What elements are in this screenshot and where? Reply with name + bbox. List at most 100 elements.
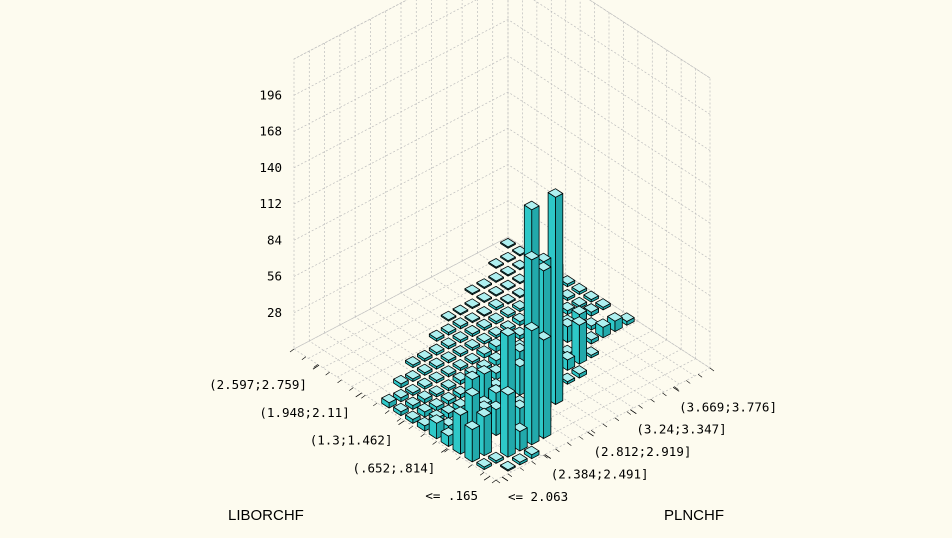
- bar: [428, 329, 445, 342]
- z-tick-label: 168: [259, 124, 282, 139]
- bar-top: [428, 343, 445, 354]
- bar-top: [452, 317, 469, 327]
- bars: [381, 188, 635, 472]
- bar-top: [476, 365, 492, 375]
- bar: [428, 371, 445, 384]
- bar-top: [428, 371, 445, 381]
- y-minor-tick: [432, 441, 437, 445]
- bar: [488, 271, 504, 283]
- bar-top: [512, 453, 528, 463]
- x-minor-tick: [614, 417, 620, 422]
- bar: [476, 306, 493, 317]
- back-wall-right: [507, 0, 711, 369]
- x-tick-mark: [672, 386, 680, 392]
- x-minor-tick: [602, 423, 608, 428]
- bar-top: [595, 318, 611, 328]
- y-minor-tick: [479, 472, 485, 476]
- bar-top: [464, 338, 481, 349]
- bar: [464, 284, 481, 296]
- y-tick-mark: [312, 364, 320, 370]
- bar-top: [428, 357, 445, 368]
- bar-face-right: [483, 412, 492, 457]
- x-tick-label: (2.812;2.919]: [594, 444, 692, 459]
- bar: [464, 298, 481, 310]
- grid-walls: [293, 0, 711, 369]
- bar: [500, 279, 516, 291]
- bar: [476, 332, 492, 345]
- bar: [440, 391, 457, 406]
- bar: [416, 363, 433, 376]
- bar-top: [452, 345, 469, 355]
- bar: [452, 358, 469, 372]
- wall-gridline: [293, 91, 509, 205]
- bar: [416, 349, 433, 362]
- bar: [428, 357, 445, 370]
- bar: [583, 290, 599, 303]
- bar-top: [500, 320, 516, 330]
- bar-top: [500, 327, 516, 337]
- bar: [405, 396, 421, 410]
- bar: [500, 237, 516, 249]
- bar-top: [464, 370, 481, 381]
- bar: [440, 337, 457, 350]
- bar-top: [428, 385, 445, 395]
- z-tick-label: 196: [259, 87, 282, 102]
- bar-top: [583, 290, 599, 301]
- wall-gridline: [293, 0, 408, 60]
- z-tick-label: 56: [267, 269, 282, 284]
- y-minor-tick: [396, 418, 402, 422]
- bar: [393, 374, 409, 389]
- y-minor-tick: [456, 456, 461, 461]
- x-minor-tick: [519, 467, 524, 471]
- bar: [440, 351, 457, 364]
- x-tick-label: (3.24;3.347]: [636, 422, 726, 437]
- bar-top: [500, 293, 516, 304]
- bar-top: [523, 200, 540, 211]
- x-minor-tick: [674, 386, 679, 390]
- bar-top: [440, 323, 457, 333]
- bar-top: [488, 271, 504, 282]
- bar: [500, 306, 516, 319]
- bar-top: [393, 402, 409, 413]
- bar-top: [452, 406, 469, 416]
- y-tick-label: (1.948;2.11]: [259, 405, 349, 420]
- wall-gridline: [507, 127, 711, 260]
- back-wall-left: [293, 0, 509, 350]
- bar-top: [488, 451, 504, 462]
- bar-top: [476, 318, 493, 329]
- bar-top: [476, 292, 493, 302]
- bar: [500, 385, 516, 458]
- bar-top: [488, 258, 504, 268]
- bar-top: [405, 383, 421, 394]
- bar-top: [440, 337, 457, 347]
- wall-gridline: [293, 0, 477, 96]
- bar: [595, 318, 611, 339]
- y-tick-mark: [483, 475, 491, 481]
- x-tick-label: <= 2.063: [508, 489, 568, 504]
- bar: [428, 343, 445, 356]
- bar: [500, 265, 516, 277]
- bar-top: [464, 387, 481, 397]
- bar: [464, 420, 481, 463]
- bar: [571, 365, 587, 379]
- bar-face-right: [543, 335, 552, 439]
- bar-top: [500, 279, 516, 290]
- bar: [500, 251, 516, 263]
- y-minor-tick: [468, 464, 473, 468]
- bar: [488, 285, 504, 297]
- x-minor-tick: [686, 380, 691, 384]
- bar-top: [488, 298, 504, 309]
- bar: [405, 410, 421, 424]
- x-minor-tick: [638, 405, 643, 409]
- bar-top: [416, 363, 433, 374]
- x-minor-tick: [650, 398, 655, 403]
- bar-top: [571, 282, 588, 293]
- bar: [405, 383, 421, 397]
- wall-gridline: [293, 55, 509, 169]
- bar-top: [416, 390, 433, 400]
- bar: [416, 390, 433, 404]
- bar-top: [393, 388, 409, 399]
- z-tick-label: 112: [259, 196, 282, 211]
